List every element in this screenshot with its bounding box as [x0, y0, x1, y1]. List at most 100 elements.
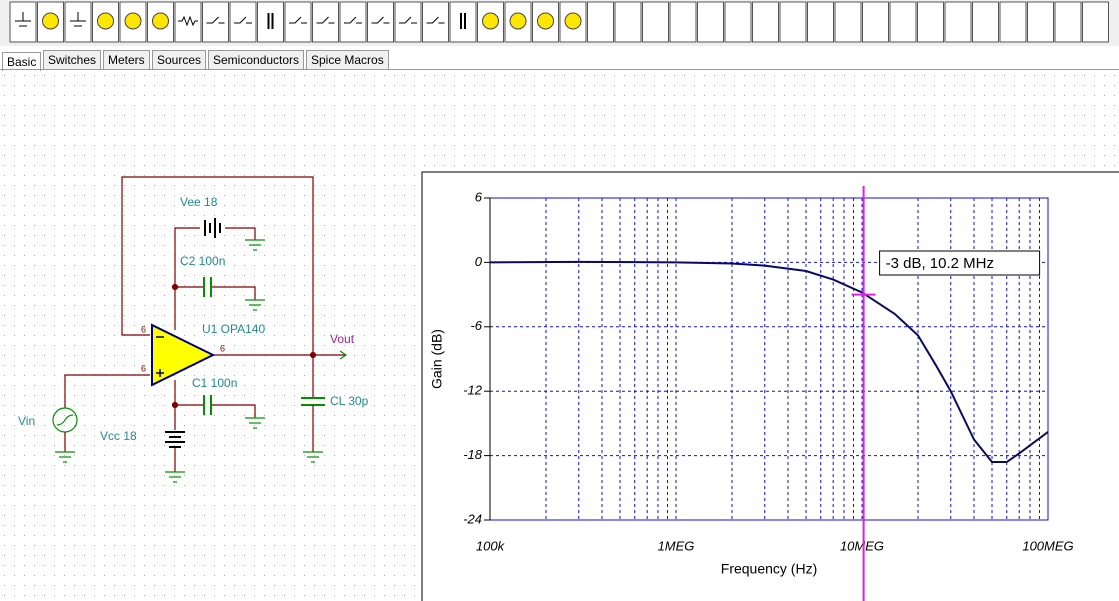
toolbar-button[interactable]	[422, 1, 449, 43]
input-wire	[64, 374, 150, 408]
icon	[97, 12, 114, 30]
x-tick-label: 10MEG	[840, 538, 884, 553]
toolbar-button[interactable]	[1082, 1, 1109, 43]
component-label: Vin	[18, 414, 35, 428]
toolbar-button[interactable]	[889, 1, 917, 43]
c1-wire	[212, 404, 256, 418]
toolbar-button[interactable]	[697, 1, 724, 43]
toolbar-button[interactable]	[9, 1, 37, 43]
toolbar-button[interactable]	[284, 1, 312, 43]
icon	[482, 12, 499, 30]
toolbar-button[interactable]	[917, 1, 944, 43]
ground	[245, 299, 265, 311]
toolbar-button[interactable]	[752, 1, 779, 43]
icon	[289, 16, 307, 24]
vee-battery	[204, 218, 221, 238]
vout-pin	[339, 350, 348, 360]
icon	[234, 16, 252, 24]
tab[interactable]: Meters	[103, 50, 150, 69]
toolbar-button[interactable]	[614, 1, 642, 43]
opamp-signs	[156, 336, 164, 377]
toolbar-button[interactable]	[669, 1, 697, 43]
x-tick-label: 1MEG	[658, 538, 695, 553]
icon	[426, 16, 445, 24]
opamp	[151, 323, 216, 387]
icon	[178, 15, 198, 27]
toolbar-button[interactable]	[339, 1, 367, 43]
canvas: Vee 18 C2 100n U1 OPA140 Vout C1 100n Vi…	[0, 71, 1119, 601]
toolbar-button[interactable]	[449, 1, 477, 43]
toolbar-button[interactable]	[724, 1, 752, 43]
toolbar-button[interactable]	[779, 1, 807, 43]
y-tick-label: -18	[463, 447, 483, 462]
ground	[165, 471, 185, 483]
toolbar-button[interactable]	[944, 1, 972, 43]
feedback-wire	[121, 176, 314, 355]
icon	[564, 12, 582, 30]
annotation: -3 dB, 10.2 MHz	[886, 255, 994, 272]
ground	[303, 451, 323, 463]
toolbar-button[interactable]	[1054, 1, 1082, 43]
tab[interactable]: Switches	[43, 50, 102, 69]
tab[interactable]: Sources	[152, 50, 207, 69]
toolbar-button[interactable]	[862, 1, 889, 43]
ground	[245, 417, 265, 429]
y-tick-label: 0	[475, 254, 483, 269]
x-axis-label: Frequency (Hz)	[721, 561, 817, 577]
toolbar-button[interactable]	[834, 1, 862, 43]
pin-number: 6	[220, 343, 225, 353]
toolbar-button[interactable]	[972, 1, 999, 43]
y-tick-label: -12	[463, 383, 483, 398]
toolbar-button[interactable]	[257, 1, 284, 43]
c2-wire	[212, 286, 256, 300]
annotation-box	[879, 250, 1041, 276]
pin-number: 6	[141, 324, 146, 334]
toolbar	[0, 0, 1119, 46]
icon	[344, 16, 362, 24]
toolbar-button[interactable]	[999, 1, 1027, 43]
toolbar-button[interactable]	[312, 1, 339, 43]
x-tick-label: 100MEG	[1022, 538, 1073, 553]
icon	[206, 16, 225, 24]
line-series	[489, 260, 1049, 464]
toolbar-button[interactable]	[64, 1, 92, 43]
icon	[124, 12, 142, 30]
x-tick-label: 100k	[476, 538, 506, 553]
toolbar-button[interactable]	[807, 1, 834, 43]
icon	[537, 12, 554, 30]
toolbar-button[interactable]	[37, 1, 64, 43]
component-label: C2 100n	[180, 254, 225, 268]
icon	[316, 16, 335, 24]
y-axis-label: Gain (dB)	[429, 329, 445, 389]
vee-wire	[225, 227, 256, 240]
toolbar-button[interactable]	[119, 1, 147, 43]
y-tick-label: 6	[475, 189, 483, 204]
toolbar-button[interactable]	[587, 1, 614, 43]
toolbar-button[interactable]	[367, 1, 394, 43]
tab[interactable]: Semiconductors	[208, 50, 305, 69]
ground	[245, 239, 265, 251]
y-tick-label: -6	[470, 318, 482, 333]
component-label: Vcc 18	[100, 429, 137, 443]
schematic	[52, 176, 348, 483]
component-label: C1 100n	[192, 376, 237, 390]
toolbar-button[interactable]	[174, 1, 202, 43]
toolbar-button[interactable]	[229, 1, 257, 43]
toolbar-button[interactable]	[202, 1, 229, 43]
ground	[55, 451, 75, 463]
vcc-battery	[165, 431, 185, 448]
vee-wire	[174, 227, 200, 330]
toolbar-button[interactable]	[642, 1, 669, 43]
tab[interactable]: Spice Macros	[306, 50, 389, 69]
pin-number: 6	[141, 363, 146, 373]
plot-area	[489, 197, 1049, 521]
bode-plot: -24 -18 -12 -6 0 6 100k 1MEG 10MEG 100MEG Frequenc…	[421, 171, 1119, 601]
tab[interactable]: Basic	[2, 52, 42, 71]
toolbar-button[interactable]	[394, 1, 422, 43]
icon	[509, 12, 527, 30]
icon	[399, 16, 417, 24]
net-label: Vout	[330, 332, 355, 346]
tab-border	[0, 69, 1119, 70]
toolbar-button[interactable]	[1027, 1, 1054, 43]
